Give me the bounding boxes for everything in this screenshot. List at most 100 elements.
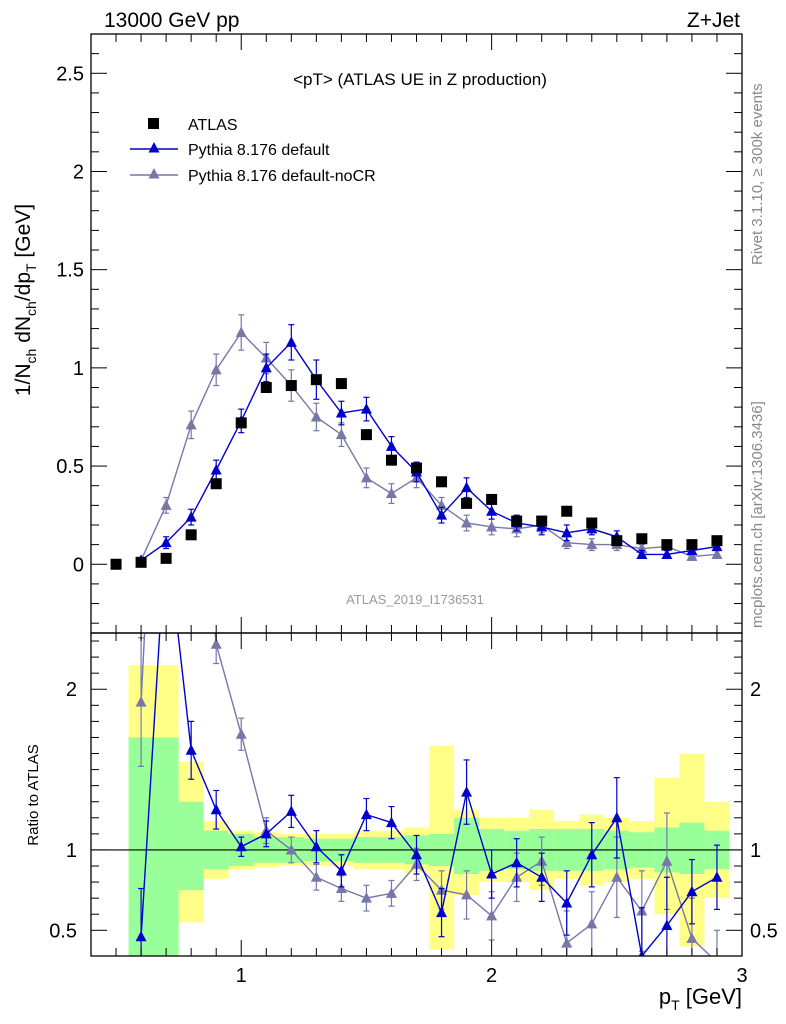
pythia-default-noCR-point: [310, 410, 322, 422]
ratio-band-inner: [153, 737, 179, 956]
pythia-default-noCR-point: [686, 550, 698, 561]
pythia-default-ratio-point: [511, 856, 523, 868]
process-label: Z+Jet: [687, 9, 740, 32]
ratio-xtick-label: 1: [236, 965, 247, 987]
main-ytick-label: 2.5: [56, 63, 84, 85]
atlas-point: [636, 533, 648, 545]
pythia-default-ratio-point: [411, 848, 422, 860]
atlas-point: [711, 535, 723, 547]
atlas-point: [661, 539, 673, 551]
analysis-id-label: ATLAS_2019_I1736531: [346, 592, 484, 607]
pythia-default-noCR-ratio-point: [161, 201, 172, 212]
atlas-point: [436, 476, 448, 488]
pythia-default-noCR-point: [461, 517, 473, 528]
pythia-default-ratio-point: [385, 816, 397, 828]
pythia-default-ratio-point: [135, 930, 147, 942]
ratio-ytick-label: 0.5: [49, 920, 77, 942]
pythia-default-noCR-point: [561, 536, 573, 548]
ratio-xtick-label: 3: [736, 965, 747, 987]
atlas-point: [185, 529, 197, 541]
atlas-point: [611, 535, 623, 547]
pythia-default-point: [360, 403, 372, 414]
ratio-ytick-label: 1: [66, 840, 77, 862]
atlas-point: [385, 454, 397, 466]
pythia-default-point: [436, 509, 448, 520]
main-ytick-label: 0.5: [56, 456, 84, 478]
pythia-default-noCR-ratio-point: [711, 956, 722, 967]
ratio-ytick-label-right: 2: [750, 679, 761, 701]
pythia-default-ratio-series: [135, 633, 723, 956]
pythia-default-noCR-ratio-point: [285, 843, 297, 855]
main-plot-area: [110, 314, 723, 570]
atlas-point: [411, 462, 422, 474]
atlas-point: [310, 374, 322, 386]
ratio-ytick-label-right: 0.5: [750, 920, 778, 942]
pythia-default-ratio-point: [611, 811, 623, 823]
pythia-default-series: [135, 324, 723, 565]
pythia-default-noCR-ratio-point: [186, 362, 197, 373]
pythia-default-noCR-ratio-point: [561, 937, 573, 948]
main-ytick-label: 0: [73, 554, 84, 576]
atlas-point: [461, 497, 473, 509]
pythia-default-noCR-ratio-point: [310, 871, 322, 882]
pythia-default-noCR-ratio-point: [210, 638, 222, 649]
pythia-default-point: [461, 481, 473, 493]
pythia-default-noCR-point: [360, 471, 372, 483]
main-ylabel: 1/Nch dNch/dpT [GeV]: [12, 204, 39, 396]
pythia-default-ratio-point: [561, 896, 573, 908]
pythia-default-noCR-ratio-point: [486, 909, 498, 921]
atlas-point: [561, 505, 573, 517]
pythia-default-noCR-ratio-point: [135, 696, 147, 707]
pythia-default-noCR-point: [335, 428, 347, 440]
legend-noCR-label: Pythia 8.176 default-noCR: [188, 168, 376, 185]
pythia-default-noCR-point: [486, 520, 498, 532]
pythia-default-ratio-point: [711, 871, 723, 882]
pythia-default-point: [636, 548, 648, 559]
pythia-default-ratio-point: [536, 871, 548, 882]
pythia-default-line: [140, 341, 718, 561]
atlas-point: [285, 380, 297, 392]
atlas-point: [486, 493, 498, 505]
pythia-default-ratio-point: [461, 786, 473, 797]
pythia-default-point: [561, 526, 573, 538]
pythia-default-noCR-ratio-line: [140, 633, 712, 956]
main-ytick-label: 2: [73, 161, 84, 183]
pythia-default-ratio-point: [335, 864, 347, 876]
atlas-series: [110, 374, 723, 570]
pythia-default-ratio-point: [260, 827, 272, 839]
ratio-band-inner: [178, 801, 204, 891]
pythia-default-noCR-ratio-point: [586, 917, 598, 929]
pythia-default-noCR-ratio-point: [335, 882, 347, 894]
chart-title: <pT> (ATLAS UE in Z production): [293, 70, 547, 89]
main-ytick-label: 1.5: [56, 260, 84, 282]
pythia-default-noCR-point: [210, 363, 222, 375]
ratio-ytick-label-right: 1: [750, 840, 761, 862]
pythia-default-ratio-point: [285, 805, 297, 816]
main-ytick-label: 1: [73, 358, 84, 380]
pythia-default-point: [160, 536, 172, 548]
legend-default-marker: [148, 142, 160, 153]
atlas-point: [511, 515, 523, 527]
energy-label: 13000 GeV pp: [104, 9, 239, 32]
rivet-label: Rivet 3.1.10, ≥ 300k events: [749, 83, 766, 265]
pythia-default-ratio-point: [235, 840, 247, 852]
pythia-default-noCR-series: [135, 314, 723, 565]
pythia-default-point: [285, 336, 297, 347]
pythia-default-noCR-ratio-point: [360, 892, 372, 903]
pythia-default-ratio-point: [586, 848, 598, 860]
ratio-band-inner: [454, 817, 480, 875]
atlas-point: [210, 478, 222, 490]
pythia-default-ratio-point: [686, 885, 698, 897]
pythia-default-noCR-ratio-point: [611, 871, 623, 882]
pythia-default-ratio-point: [185, 744, 197, 755]
legend-noCR-marker: [148, 168, 160, 179]
atlas-point: [110, 558, 122, 570]
pythia-default-point: [210, 463, 222, 475]
pythia-default-point: [185, 511, 197, 522]
pythia-default-noCR-point: [385, 487, 397, 499]
atlas-point: [335, 378, 347, 390]
pythia-default-point: [486, 505, 498, 516]
pythia-default-ratio-point: [436, 906, 448, 918]
pythia-default-ratio-point: [210, 803, 222, 815]
pythia-default-noCR-point: [185, 418, 197, 430]
